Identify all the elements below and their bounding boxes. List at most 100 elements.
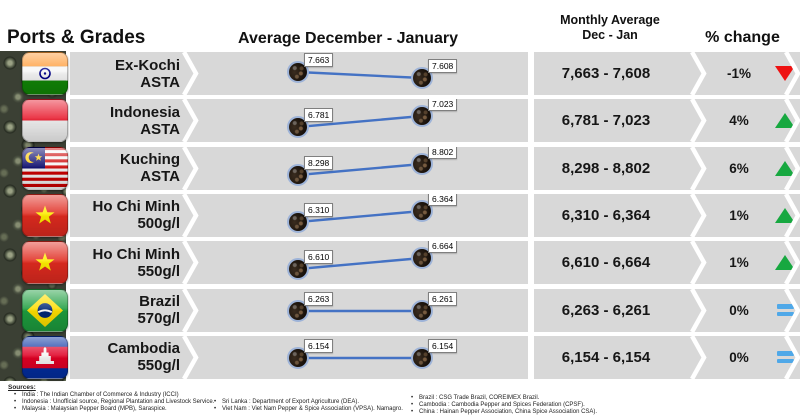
table-row: Cambodia 550g/l 6.154 6.154 6,154 - 6,15… bbox=[0, 335, 800, 379]
sparkline bbox=[297, 257, 423, 271]
port-name: Brazil bbox=[139, 293, 180, 311]
port-grade: 550g/l bbox=[137, 262, 180, 280]
row-band: Indonesia ASTA 6.781 7.023 6,781 - 7,023… bbox=[70, 99, 800, 143]
source-item: • Sri Lanka : Department of Export Agricu… bbox=[213, 399, 360, 405]
country-flag-icon bbox=[22, 146, 68, 190]
up-triangle-icon bbox=[775, 207, 795, 223]
trend-indicator bbox=[772, 336, 798, 379]
pepper-datapoint-jan bbox=[411, 67, 433, 89]
value-label-dec: 6.310 bbox=[304, 202, 334, 217]
pepper-datapoint-dec bbox=[287, 116, 309, 139]
chevron-divider-icon bbox=[182, 241, 199, 285]
pepper-datapoint-dec bbox=[287, 61, 309, 83]
port-grade: 500g/l bbox=[137, 215, 180, 233]
chevron-divider-icon bbox=[182, 52, 199, 95]
port-grade: 550g/l bbox=[137, 357, 180, 375]
sparkline bbox=[297, 162, 423, 176]
pct-change-value: 1% bbox=[729, 255, 749, 271]
port-label: Kuching ASTA bbox=[72, 147, 180, 190]
monthly-average-header: Monthly Average Dec - Jan bbox=[535, 13, 685, 43]
chevron-divider-icon bbox=[690, 52, 707, 95]
sources-column-3: • Brazil : CSG Trade Brazil, COREIMEX Bra… bbox=[405, 395, 625, 417]
column-gap bbox=[528, 288, 534, 332]
source-item: • Cambodia : Cambodia Pepper and Spices F… bbox=[410, 402, 585, 409]
column-gap bbox=[528, 193, 534, 237]
value-label-jan: 6.261 bbox=[428, 291, 458, 306]
monthly-average-range: 6,310 - 6,364 bbox=[561, 206, 651, 224]
monthly-average-range: 7,663 - 7,608 bbox=[561, 65, 651, 82]
source-item: • India : The Indian Chamber of Commerce … bbox=[13, 392, 179, 398]
table-row: Indonesia ASTA 6.781 7.023 6,781 - 7,023… bbox=[0, 99, 800, 143]
value-label-dec: 8.298 bbox=[304, 155, 334, 170]
country-flag-icon bbox=[22, 99, 68, 143]
sparkline bbox=[297, 70, 423, 80]
chevron-divider-icon bbox=[690, 146, 707, 190]
port-grade: ASTA bbox=[140, 168, 180, 186]
column-gap bbox=[528, 241, 534, 285]
sparkline bbox=[298, 309, 422, 312]
column-gap bbox=[528, 146, 534, 190]
source-item: • Viet Nam : Viet Nam Pepper & Spice Asso… bbox=[213, 406, 403, 413]
monthly-average-range: 6,781 - 7,023 bbox=[561, 112, 651, 130]
port-name: Indonesia bbox=[109, 103, 180, 121]
country-flag-icon bbox=[22, 193, 68, 237]
port-label: Cambodia 550g/l bbox=[72, 336, 180, 379]
country-flag-icon bbox=[22, 241, 68, 285]
equals-icon bbox=[776, 304, 794, 317]
ports-grades-header: Ports & Grades bbox=[7, 27, 146, 48]
column-gap bbox=[528, 52, 534, 95]
pct-change-value: -1% bbox=[726, 66, 751, 81]
trend-indicator bbox=[772, 289, 798, 332]
chevron-divider-icon bbox=[182, 146, 199, 190]
pct-change-header: % change bbox=[705, 29, 780, 46]
chevron-edge-icon bbox=[784, 52, 800, 95]
port-label: Ho Chi Minh 500g/l bbox=[72, 194, 180, 237]
column-gap bbox=[528, 99, 534, 143]
sources-column-1: • India : The Indian Chamber of Commerce … bbox=[8, 392, 218, 414]
source-item: • Malaysia : Malaysian Pepper Board (MPB)… bbox=[13, 406, 167, 413]
monthly-average-line1: Monthly Average bbox=[560, 13, 660, 27]
trend-indicator bbox=[772, 52, 798, 95]
country-flag-icon bbox=[22, 335, 68, 379]
monthly-average-range: 6,154 - 6,154 bbox=[561, 348, 651, 366]
flag-gloss bbox=[22, 146, 68, 190]
pepper-datapoint-jan bbox=[411, 299, 433, 322]
chevron-divider-icon bbox=[182, 288, 199, 332]
sparkline bbox=[298, 356, 422, 360]
pepper-datapoint-jan bbox=[411, 247, 433, 270]
pepper-datapoint-jan bbox=[411, 346, 433, 369]
port-label: Brazil 570g/l bbox=[72, 289, 180, 332]
pct-change-value: 1% bbox=[729, 207, 749, 223]
chevron-edge-icon bbox=[784, 288, 800, 332]
chevron-edge-icon bbox=[784, 335, 800, 379]
value-label-jan: 6.364 bbox=[428, 193, 458, 206]
sources-column-2: • Sri Lanka : Department of Export Agricu… bbox=[208, 399, 408, 413]
chevron-divider-icon bbox=[690, 99, 707, 143]
trend-indicator bbox=[772, 241, 798, 284]
pepper-datapoint-jan bbox=[411, 199, 433, 222]
port-grade: ASTA bbox=[140, 120, 180, 138]
pepper-datapoint-jan bbox=[411, 105, 433, 128]
port-name: Ex-Kochi bbox=[114, 56, 180, 74]
chevron-divider-icon bbox=[182, 99, 199, 143]
chevron-divider-icon bbox=[182, 335, 199, 379]
value-label-jan: 6.664 bbox=[428, 241, 458, 254]
port-grade: ASTA bbox=[140, 73, 180, 91]
pct-change-value: 0% bbox=[729, 349, 749, 365]
flag-gloss bbox=[22, 288, 68, 332]
row-band: Ho Chi Minh 500g/l 6.310 6.364 6,310 - 6… bbox=[70, 193, 800, 237]
pct-change-value: 6% bbox=[729, 160, 749, 176]
row-band: Brazil 570g/l 6.263 6.261 6,263 - 6,261 … bbox=[70, 288, 800, 332]
row-band: Ho Chi Minh 550g/l 6.610 6.664 6,610 - 6… bbox=[70, 241, 800, 285]
source-item: • Indonesia : Unofficial source, Regional… bbox=[13, 399, 215, 406]
pepper-datapoint-dec bbox=[287, 163, 309, 186]
chevron-divider-icon bbox=[690, 335, 707, 379]
port-name: Ho Chi Minh bbox=[92, 245, 180, 263]
row-band: Ex-Kochi ASTA 7.663 7.608 7,663 - 7,608 … bbox=[70, 52, 800, 95]
value-label-jan: 7.023 bbox=[428, 99, 458, 112]
port-label: Ho Chi Minh 550g/l bbox=[72, 241, 180, 284]
trend-indicator bbox=[772, 194, 798, 237]
source-item: • China : Hainan Pepper Association, Chin… bbox=[410, 409, 598, 416]
pepper-datapoint-dec bbox=[287, 258, 309, 281]
sparkline bbox=[297, 115, 423, 129]
